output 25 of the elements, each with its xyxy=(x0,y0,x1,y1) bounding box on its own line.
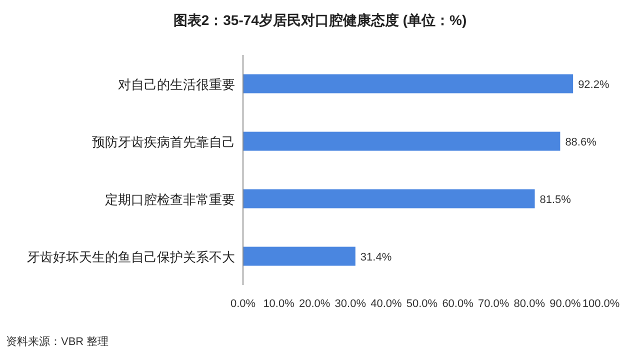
x-tick-label: 20.0% xyxy=(299,298,330,310)
x-tick-label: 100.0% xyxy=(582,298,620,310)
x-tick-label: 70.0% xyxy=(478,298,510,310)
x-tick-label: 90.0% xyxy=(550,298,582,310)
y-tick-label: 预防牙齿疾病首先靠自己 xyxy=(92,134,235,150)
x-tick-label: 10.0% xyxy=(263,298,295,310)
bar xyxy=(243,132,560,151)
text: 资料来源：VBR 整理 xyxy=(6,335,109,348)
data-label: 88.6% xyxy=(565,136,597,148)
x-tick-label: 30.0% xyxy=(334,298,366,310)
x-tick-label: 80.0% xyxy=(514,298,546,310)
bar xyxy=(243,246,356,266)
y-tick-label: 牙齿好坏天生的鱼自己保护关系不大 xyxy=(27,249,235,264)
x-tick-label: 50.0% xyxy=(406,298,438,310)
y-tick-label: 定期口腔检查非常重要 xyxy=(105,192,235,207)
x-tick-label: 60.0% xyxy=(442,298,474,310)
y-tick-label: 对自己的生活很重要 xyxy=(118,76,235,92)
x-tick-label: 40.0% xyxy=(370,298,402,310)
bar xyxy=(243,74,574,94)
chart-title: 图表2：35-74岁居民对口腔健康态度 (单位：%) xyxy=(173,12,467,28)
x-tick-label: 0.0% xyxy=(230,298,256,310)
data-label: 31.4% xyxy=(360,251,392,264)
data-label: 92.2% xyxy=(578,78,610,91)
data-label: 81.5% xyxy=(540,194,572,206)
bar xyxy=(243,189,535,208)
